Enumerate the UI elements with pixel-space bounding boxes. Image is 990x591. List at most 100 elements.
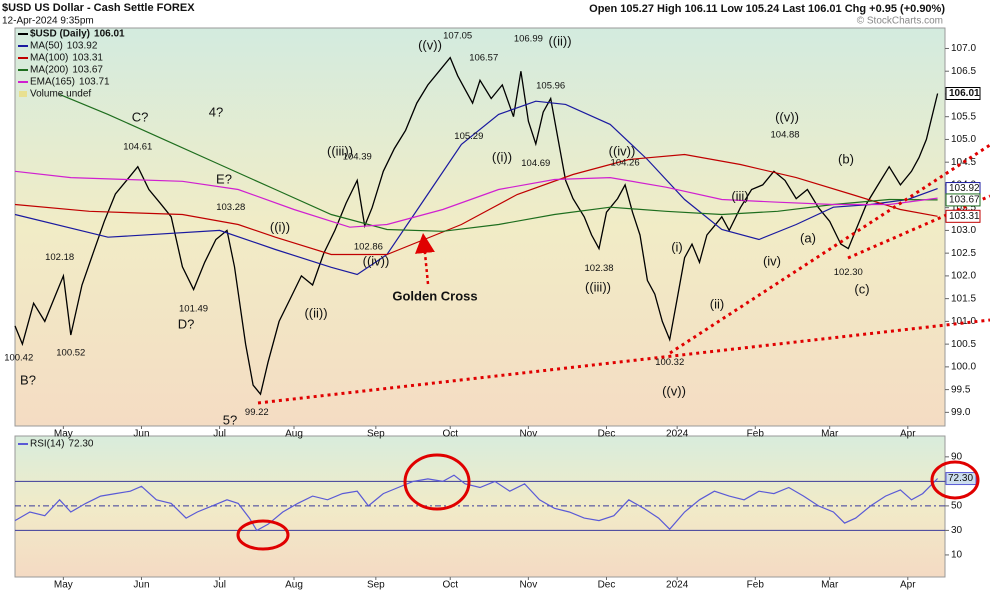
y-tick-label: 30 [951,525,963,536]
wave-label: ((iv)) [363,253,390,268]
x-tick-label: Mar [821,429,839,440]
last-value-box [945,472,977,486]
series-line [14,474,939,532]
wave-label: (ii) [710,296,724,311]
x-tick-label: Jun [133,580,149,591]
trend-line [669,143,990,355]
x-tick-label: Mar [821,580,839,591]
x-tick-label: Nov [519,429,537,440]
trend-line [847,194,990,260]
y-tick-label: 10 [951,550,963,561]
y-tick-label: 105.5 [951,111,976,122]
wave-label: (iii) [731,188,748,203]
wave-label: ((i)) [270,219,290,234]
price-label: 101.49 [179,304,208,315]
last-value: 103.67 [949,195,980,206]
y-tick-label: 99.5 [951,384,971,395]
wave-label: B? [20,372,36,387]
legend-name: $USD (Daily) [30,29,90,40]
legend-value: 103.92 [67,41,98,52]
x-tick-label: Apr [900,429,916,440]
chart-subtitle: 12-Apr-2024 9:35pm [2,16,94,27]
last-value-box [945,209,981,223]
last-value-box [945,86,981,100]
wave-label: ((ii)) [304,305,327,320]
legend-name: MA(50) [30,41,63,52]
price-label: 105.96 [536,80,565,91]
highlight-circle [236,519,290,551]
wave-label: (a) [800,230,816,245]
y-tick-label: 103.0 [951,225,976,236]
x-tick-label: Apr [900,580,916,591]
wave-label: 4? [209,104,223,119]
wave-label: ((v)) [775,109,799,124]
x-tick-label: Sep [367,580,385,591]
x-tick-label: Oct [442,580,458,591]
y-tick-label: 102.0 [951,271,976,282]
price-label: 102.30 [834,267,863,278]
arrow [415,233,435,285]
x-tick-label: May [54,429,73,440]
x-tick-label: Sep [367,429,385,440]
legend-value: 103.31 [72,53,103,64]
price-label: 105.29 [454,131,483,142]
x-tick-label: May [54,580,73,591]
y-tick-label: 100.0 [951,362,976,373]
legend-swatch [19,91,27,97]
last-value: 106.01 [949,88,980,99]
y-tick-label: 101.5 [951,293,976,304]
wave-label: C? [132,109,149,124]
price-label: 106.99 [514,33,543,44]
x-tick-label: Feb [747,580,765,591]
wave-label: ((iii)) [327,143,353,158]
wave-label: ((v)) [418,37,442,52]
wave-label: D? [178,316,195,331]
wave-label: (iv) [763,253,781,268]
last-value: 103.31 [949,211,980,222]
y-tick-label: 107.0 [951,43,976,54]
y-tick-label: 50 [951,501,963,512]
x-tick-label: Aug [285,580,303,591]
price-label: 104.39 [343,152,372,163]
highlight-circle [403,453,471,511]
legend-volume: Volume undef [30,89,91,100]
rsi-value: 72.30 [68,439,93,450]
wave-label: ((i)) [492,149,512,164]
price-label: 100.32 [655,357,684,368]
legend-value: 103.71 [79,77,110,88]
x-tick-label: Nov [519,580,537,591]
price-label: 104.88 [771,129,800,140]
y-tick-label: 100.5 [951,339,976,350]
y-tick-label: 106.5 [951,66,976,77]
wave-label: Golden Cross [392,288,477,303]
x-tick-label: Oct [442,429,458,440]
last-value-box [945,193,981,207]
y-tick-label: 105.0 [951,134,976,145]
wave-label: ((iii)) [585,279,611,294]
rsi-title: RSI(14) [30,439,64,450]
legend-value: 106.01 [94,29,125,40]
x-tick-label: 2024 [666,429,689,440]
wave-label: 5? [223,412,237,427]
last-value: 103.92 [949,183,980,194]
legend-name: MA(200) [30,65,68,76]
last-value: 72.30 [948,473,973,484]
price-label: 104.26 [611,158,640,169]
x-tick-label: Feb [747,429,765,440]
price-label: 102.38 [585,263,614,274]
x-tick-label: Jun [133,429,149,440]
price-label: 100.52 [56,348,85,359]
watermark: © StockCharts.com [857,16,943,27]
wave-label: ((v)) [662,383,686,398]
series-line [14,100,938,276]
x-tick-label: Aug [285,429,303,440]
legend-value: 103.67 [72,65,103,76]
x-tick-label: Dec [598,429,616,440]
rsi-panel [14,435,946,578]
series-line [14,56,939,396]
price-label: 104.69 [521,158,550,169]
legend-name: MA(100) [30,53,68,64]
y-tick-label: 90 [951,451,963,462]
price-label: 104.61 [123,142,152,153]
series-line [14,170,938,228]
